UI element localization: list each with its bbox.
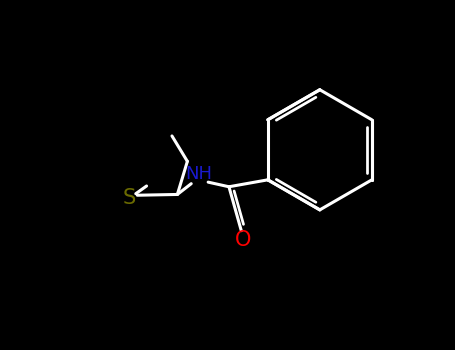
- Text: S: S: [123, 188, 136, 208]
- Text: O: O: [235, 230, 251, 250]
- Text: NH: NH: [186, 166, 212, 183]
